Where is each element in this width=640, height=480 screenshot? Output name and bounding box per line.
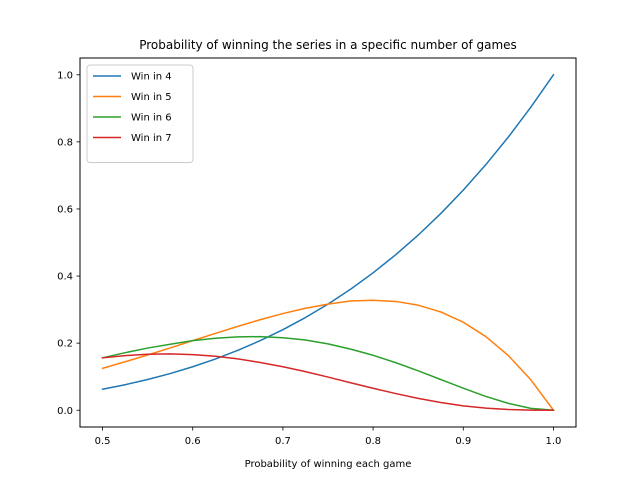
- x-tick-label: 0.9: [455, 436, 471, 447]
- x-tick-label: 0.6: [185, 436, 201, 447]
- legend-label: Win in 6: [131, 113, 172, 124]
- x-axis: 0.5 0.6 0.7 0.8 0.9 1.0: [95, 427, 562, 447]
- x-tick-label: 0.7: [275, 436, 291, 447]
- y-tick-label: 0.4: [57, 272, 73, 283]
- x-tick-label: 0.8: [365, 436, 381, 447]
- legend-label: Win in 7: [131, 133, 172, 144]
- plot-area: [101, 73, 555, 412]
- y-tick-label: 0.8: [57, 137, 73, 148]
- y-tick-label: 1.0: [57, 70, 73, 81]
- x-tick-label: 1.0: [546, 436, 562, 447]
- y-tick-label: 0.2: [57, 339, 73, 350]
- y-tick-label: 0.0: [57, 406, 73, 417]
- legend-label: Win in 4: [131, 72, 172, 83]
- y-axis: 0.0 0.2 0.4 0.6 0.8 1.0: [57, 70, 80, 417]
- chart-title: Probability of winning the series in a s…: [139, 38, 517, 52]
- series-line-4: [101, 353, 555, 411]
- x-axis-label: Probability of winning each game: [245, 459, 412, 470]
- legend: Win in 4 Win in 5 Win in 6 Win in 7: [86, 64, 194, 163]
- legend-label: Win in 5: [131, 92, 172, 103]
- series-line-3: [101, 335, 555, 412]
- x-tick-label: 0.5: [95, 436, 111, 447]
- series-line-2: [101, 299, 555, 412]
- plot-frame: [79, 57, 577, 428]
- y-tick-label: 0.6: [57, 205, 73, 216]
